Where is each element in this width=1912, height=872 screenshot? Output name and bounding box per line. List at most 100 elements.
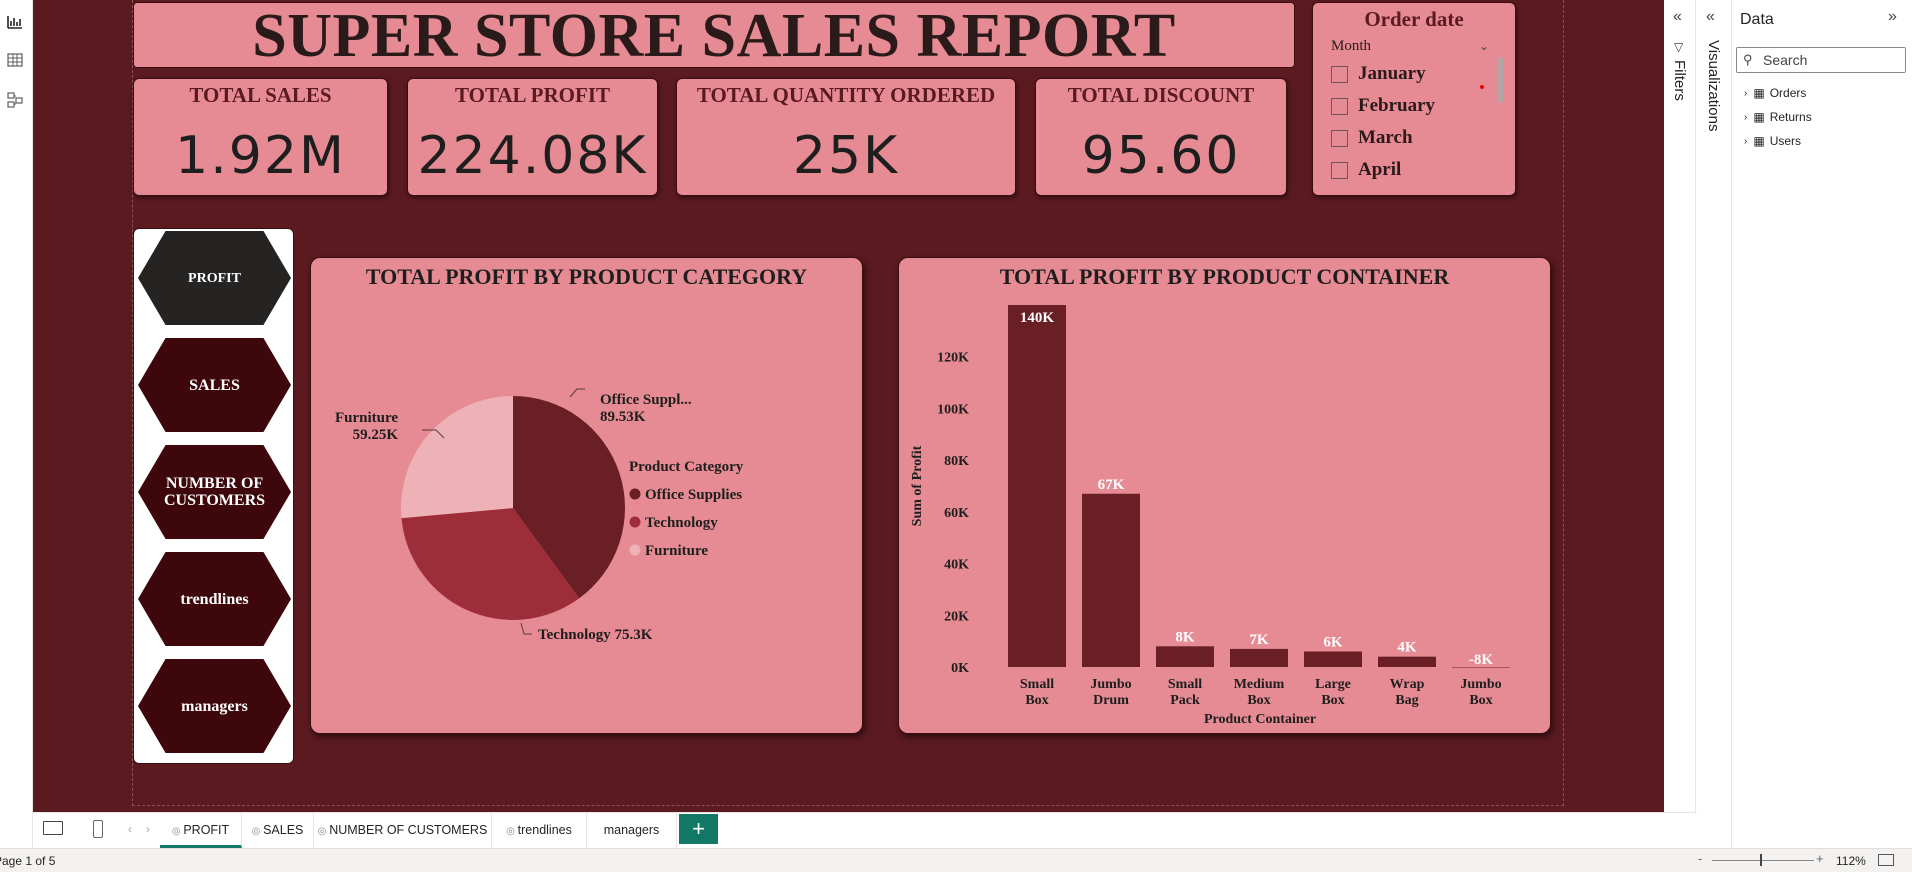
x-tick-label: Small [1020,677,1054,692]
table-icon: ▦ [1753,134,1765,148]
legend-item-label[interactable]: Furniture [645,543,708,559]
tab-trendlines[interactable]: ◎ trendlines [492,812,587,848]
expand-chevron-icon[interactable]: » [1888,8,1897,25]
fit-to-page-icon[interactable] [1878,854,1894,866]
kpi-label: TOTAL DISCOUNT [1067,83,1255,107]
zoom-slider-thumb[interactable] [1760,854,1762,866]
chevron-down-icon[interactable]: ⌄ [1478,39,1489,53]
nav-button-trendlines[interactable]: trendlines [138,552,291,646]
bar-small-box[interactable] [1008,305,1066,667]
order-date-slicer[interactable]: Order date Month ⌄ January February Marc… [1312,2,1516,196]
kpi-label: TOTAL PROFIT [454,83,610,107]
x-tick-label: Large [1315,677,1351,692]
tab-sales[interactable]: ◎ SALES [242,812,314,848]
slicer-field-label: Month [1331,38,1372,54]
kpi-total-sales[interactable]: TOTAL SALES 1.92M [133,78,388,196]
table-orders[interactable]: › ▦ Orders [1744,86,1806,100]
filters-pane-collapsed[interactable]: « ▽ Filters [1664,0,1696,812]
zoom-in-icon[interactable]: + [1816,851,1824,866]
legend-marker [629,516,641,528]
data-search-input[interactable]: ⚲ Search [1736,47,1906,73]
prev-page-icon[interactable]: ‹ [128,822,132,836]
navigation-panel: PROFIT SALES NUMBER OF CUSTOMERS trendli… [133,228,294,764]
tab-profit[interactable]: ◎ PROFIT [160,812,242,848]
bar-data-label: -8K [1469,652,1493,668]
pie-slice-office-supplies[interactable] [513,396,625,599]
visualizations-pane-collapsed[interactable]: « Visualizations [1696,0,1732,848]
x-tick-label: Wrap [1390,677,1425,692]
bar-chart-panel[interactable]: TOTAL PROFIT BY PRODUCT CONTAINER 0K 20K 4… [898,257,1551,734]
table-users[interactable]: › ▦ Users [1744,134,1801,148]
tab-label: NUMBER OF CUSTOMERS [329,823,488,837]
nav-button-customers[interactable]: NUMBER OF CUSTOMERS [138,445,291,539]
kpi-total-discount[interactable]: TOTAL DISCOUNT 95.60 [1035,78,1287,196]
legend-item-label[interactable]: Office Supplies [645,487,742,503]
chevron-right-icon[interactable]: › [1744,87,1748,99]
slicer-item-february[interactable]: February [1331,90,1515,122]
pie-chart[interactable]: Office Suppl... 89.53K Furniture 59.25K … [311,258,864,735]
zoom-out-icon[interactable]: - [1698,851,1703,866]
slicer-item-january[interactable]: January [1331,58,1515,90]
table-view-icon[interactable] [6,51,24,69]
filters-label[interactable]: Filters [1671,60,1688,101]
checkbox[interactable] [1331,161,1348,179]
bar-jumbo-box[interactable] [1452,667,1510,668]
zoom-slider[interactable] [1712,860,1814,861]
nav-button-profit[interactable]: PROFIT [138,231,291,325]
checkbox[interactable] [1331,129,1348,147]
x-tick-label: Box [1247,693,1270,708]
legend-item-label[interactable]: Technology [645,515,718,531]
tab-number-of-customers[interactable]: ◎ NUMBER OF CUSTOMERS [314,812,492,848]
bar-data-label: 67K [1098,477,1125,493]
nav-button-sales[interactable]: SALES [138,338,291,432]
y-tick-label: 100K [937,402,969,417]
bar-data-label: 6K [1323,634,1343,650]
kpi-total-quantity[interactable]: TOTAL QUANTITY ORDERED 25K [676,78,1016,196]
pie-label-technology: Technology 75.3K [538,627,653,643]
add-page-button[interactable]: + [679,814,718,844]
bar-wrap-bag[interactable] [1378,656,1436,667]
data-pane: Data » ⚲ Search › ▦ Orders › ▦ Returns › ▦ Use… [1732,0,1912,848]
bar-jumbo-drum[interactable] [1082,493,1140,667]
tab-managers[interactable]: managers [587,812,677,848]
slicer-item-march[interactable]: March [1331,122,1515,154]
pie-value-office: 89.53K [600,409,646,425]
x-tick-label: Small [1168,677,1202,692]
y-tick-label: 120K [937,351,969,366]
chevron-right-icon[interactable]: › [1744,111,1748,123]
collapse-chevron-icon[interactable]: « [1706,8,1715,25]
mobile-layout-icon[interactable] [93,820,103,838]
slicer-title: Order date [1364,7,1464,31]
pie-chart-panel[interactable]: TOTAL PROFIT BY PRODUCT CATEGORY Office … [310,257,863,734]
focus-dot [1480,85,1484,89]
table-name: Returns [1769,110,1812,124]
desktop-layout-icon[interactable] [43,821,63,835]
visualizations-label[interactable]: Visualizations [1705,40,1722,132]
bar-medium-box[interactable] [1230,648,1288,667]
bar-small-pack[interactable] [1156,646,1214,667]
table-name: Orders [1769,86,1807,100]
table-returns[interactable]: › ▦ Returns [1744,110,1812,124]
table-icon: ▦ [1753,110,1765,124]
checkbox[interactable] [1331,97,1348,115]
kpi-value: 95.60 [1081,126,1241,186]
slicer-scrollbar[interactable] [1498,57,1503,103]
kpi-total-profit[interactable]: TOTAL PROFIT 224.08K [407,78,658,196]
pie-slice-furniture[interactable] [401,396,513,519]
nav-button-managers[interactable]: managers [138,659,291,753]
collapse-chevron-icon[interactable]: « [1673,8,1682,25]
next-page-icon[interactable]: › [146,822,150,836]
slicer-item-label: February [1358,95,1436,116]
report-view-icon[interactable] [6,12,24,30]
slicer-item-april[interactable]: April [1331,154,1515,186]
checkbox[interactable] [1331,65,1348,83]
model-view-icon[interactable] [6,91,24,109]
chevron-right-icon[interactable]: › [1744,135,1748,147]
hidden-eye-icon: ◎ [317,826,330,837]
pie-slice-technology[interactable] [401,508,580,620]
zoom-level: 112% [1836,854,1866,868]
nav-button-label: PROFIT [188,270,241,286]
hidden-eye-icon: ◎ [251,826,264,837]
bar-large-box[interactable] [1304,651,1362,667]
